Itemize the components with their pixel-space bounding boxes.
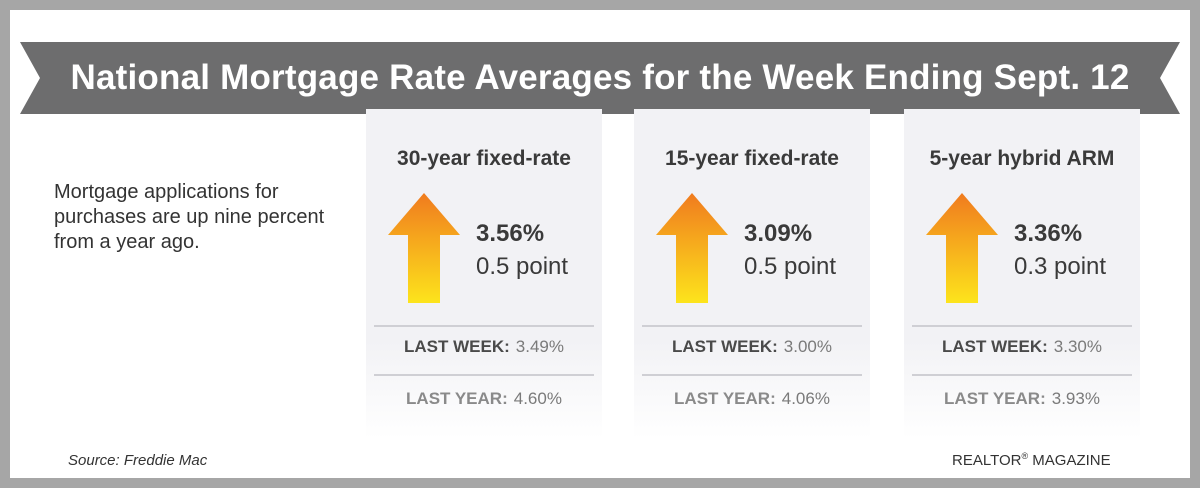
last-year-row: LAST YEAR: 4.06% (642, 389, 862, 409)
brand-logo: REALTOR® MAGAZINE (952, 451, 1111, 469)
up-arrow-icon (388, 193, 460, 303)
last-week-value: 3.49% (515, 337, 564, 356)
registered-mark: ® (1021, 451, 1029, 461)
current-rate: 3.36% (1014, 220, 1083, 247)
divider (642, 325, 862, 327)
brand-name: REALTOR (952, 452, 1022, 469)
rate-card-30-year: 30-year fixed-rate 3.56% 0.5 point LAST … (366, 109, 602, 439)
banner-ribbon-shape (20, 42, 1180, 114)
card-title: 15-year fixed-rate (665, 147, 839, 170)
last-year-row: LAST YEAR: 4.60% (374, 389, 594, 409)
last-year-label: LAST YEAR: (944, 389, 1046, 408)
rate-card-5-year-arm: 5-year hybrid ARM 3.36% 0.3 point LAST W… (904, 109, 1140, 439)
divider (374, 374, 594, 376)
source-note: Source: Freddie Mac (68, 452, 208, 469)
divider (912, 325, 1132, 327)
intro-text: Mortgage applications for purchases are … (54, 181, 325, 253)
divider (374, 325, 594, 327)
last-year-label: LAST YEAR: (674, 389, 776, 408)
last-week-value: 3.00% (783, 337, 832, 356)
up-arrow-icon (656, 193, 728, 303)
last-week-row: LAST WEEK: 3.49% (374, 337, 594, 357)
last-week-row: LAST WEEK: 3.00% (642, 337, 862, 357)
current-rate: 3.56% (476, 220, 545, 247)
page-title: National Mortgage Rate Averages for the … (70, 58, 1130, 97)
brand-suffix: MAGAZINE (1028, 452, 1111, 469)
last-week-label: LAST WEEK: (404, 337, 510, 356)
last-year-label: LAST YEAR: (406, 389, 508, 408)
infographic-frame: National Mortgage Rate Averages for the … (10, 10, 1190, 478)
last-year-value: 3.93% (1051, 389, 1100, 408)
card-title: 5-year hybrid ARM (929, 147, 1115, 170)
up-arrow-icon (926, 193, 998, 303)
rate-change: 0.3 point (1014, 253, 1107, 280)
last-year-row: LAST YEAR: 3.93% (912, 389, 1132, 409)
last-week-label: LAST WEEK: (942, 337, 1048, 356)
title-banner: National Mortgage Rate Averages for the … (20, 42, 1180, 114)
last-year-value: 4.60% (513, 389, 562, 408)
rate-change: 0.5 point (744, 253, 837, 280)
card-title: 30-year fixed-rate (397, 147, 571, 170)
divider (642, 374, 862, 376)
last-week-row: LAST WEEK: 3.30% (912, 337, 1132, 357)
last-week-value: 3.30% (1053, 337, 1102, 356)
current-rate: 3.09% (744, 220, 813, 247)
rate-change: 0.5 point (476, 253, 569, 280)
divider (912, 374, 1132, 376)
last-week-label: LAST WEEK: (672, 337, 778, 356)
rate-card-15-year: 15-year fixed-rate 3.09% 0.5 point LAST … (634, 109, 870, 439)
last-year-value: 4.06% (781, 389, 830, 408)
